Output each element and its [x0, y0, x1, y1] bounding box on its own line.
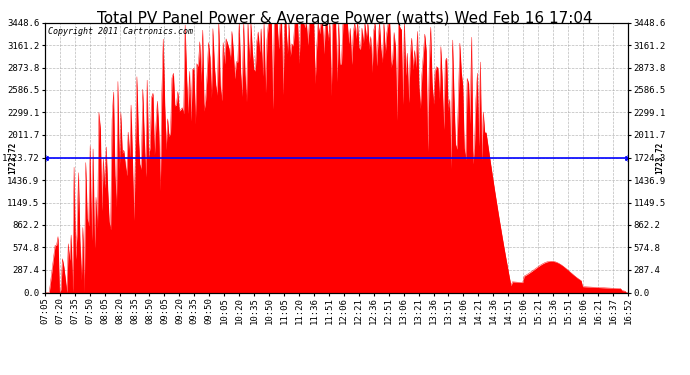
- Text: Total PV Panel Power & Average Power (watts) Wed Feb 16 17:04: Total PV Panel Power & Average Power (wa…: [97, 11, 593, 26]
- Text: 1723.72: 1723.72: [8, 141, 17, 174]
- Text: Copyright 2011 Cartronics.com: Copyright 2011 Cartronics.com: [48, 27, 193, 36]
- Text: 1723.72: 1723.72: [656, 141, 664, 174]
